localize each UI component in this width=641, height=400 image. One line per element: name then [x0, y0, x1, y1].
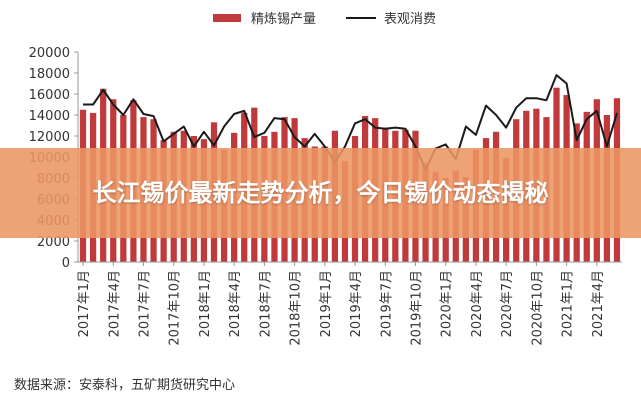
x-tick-label: 2018年10月: [289, 270, 304, 346]
y-tick-label: 20000: [29, 46, 70, 61]
y-tick-label: 2000: [37, 235, 70, 250]
x-tick-label: 2021年1月: [561, 270, 576, 337]
consumption-line: [83, 74, 618, 171]
source-note: 数据来源：安泰科，五矿期货研究中心: [14, 378, 236, 393]
x-tick-label: 2020年4月: [470, 270, 485, 337]
x-tick-label: 2019年10月: [409, 270, 424, 346]
x-tick-label: 2018年1月: [198, 270, 213, 337]
y-tick-label: 12000: [29, 130, 70, 145]
x-tick-label: 2018年4月: [228, 270, 243, 337]
x-tick-label: 2019年4月: [349, 270, 364, 337]
legend-swatch-bars: [213, 14, 241, 22]
x-tick-label: 2019年7月: [379, 270, 394, 337]
x-tick-label: 2020年1月: [440, 270, 455, 337]
title-banner: 长江锡价最新走势分析，今日锡价动态揭秘: [0, 148, 641, 238]
y-tick-label: 16000: [29, 88, 70, 103]
chart-legend: 精炼锡产量 表观消费: [213, 12, 436, 27]
legend-label-line: 表观消费: [384, 12, 436, 27]
overlay-title: 长江锡价最新走势分析，今日锡价动态揭秘: [92, 179, 549, 207]
x-tick-label: 2020年10月: [530, 270, 545, 346]
x-tick-label: 2020年7月: [500, 270, 515, 337]
x-tick-label: 2021年4月: [591, 270, 606, 337]
legend-label-bars: 精炼锡产量: [251, 12, 316, 27]
y-tick-label: 18000: [29, 67, 70, 82]
x-tick-label: 2017年10月: [168, 270, 183, 346]
y-tick-label: 0: [62, 256, 70, 271]
x-tick-label: 2018年7月: [258, 270, 273, 337]
x-tick-label: 2017年7月: [137, 270, 152, 337]
y-tick-label: 14000: [29, 109, 70, 124]
x-tick-label: 2017年1月: [77, 270, 92, 337]
line-series: [83, 74, 618, 171]
x-axis: 2017年1月 2017年4月 2017年7月 2017年10月 2018年1月 2018…: [77, 261, 622, 346]
x-tick-label: 2017年4月: [107, 270, 122, 337]
x-tick-label: 2019年1月: [319, 270, 334, 337]
